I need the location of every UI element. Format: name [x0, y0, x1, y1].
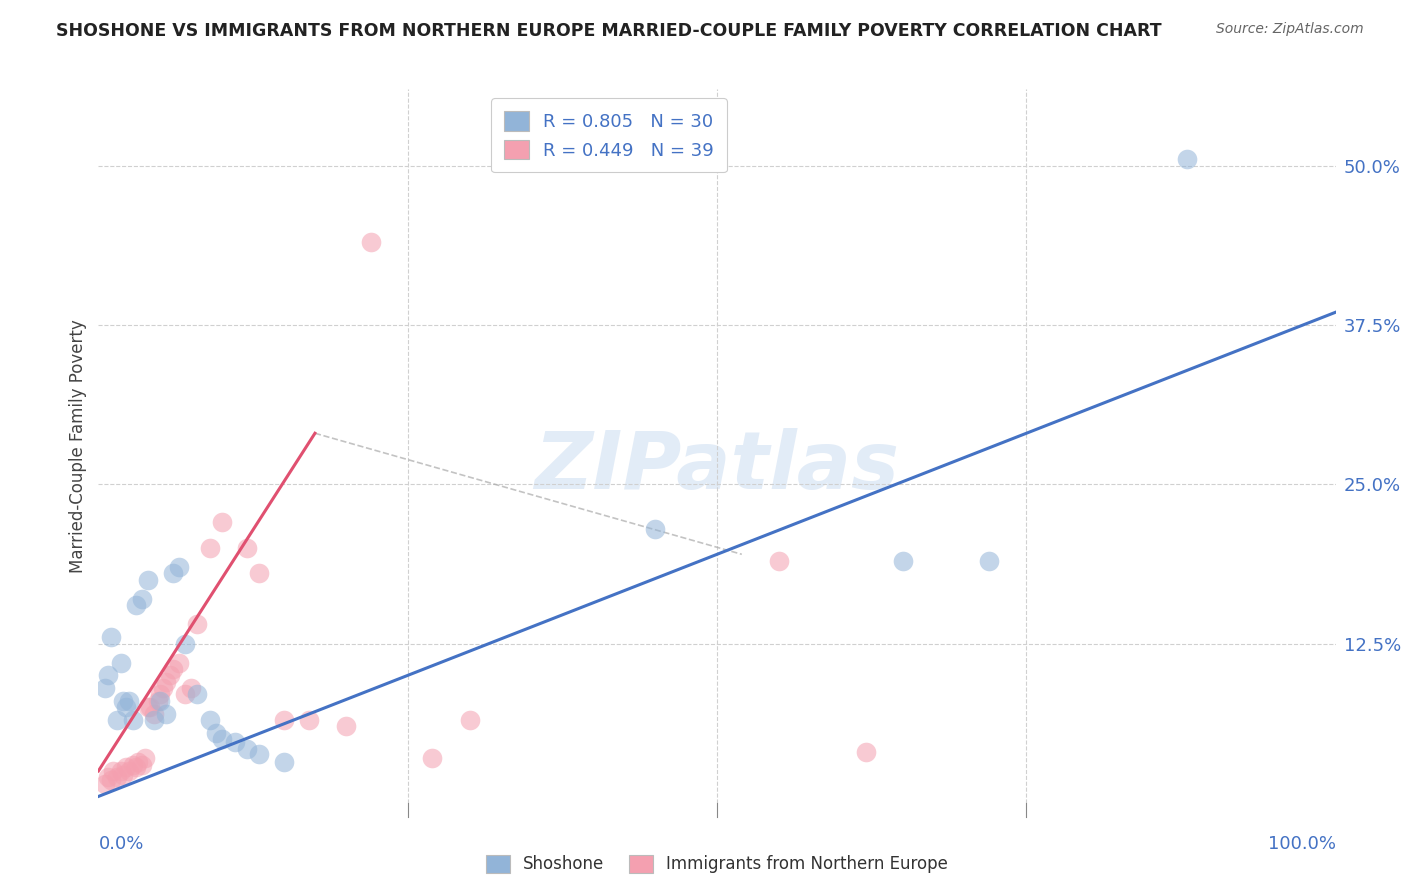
Point [211, 516, 233, 530]
Point [159, 668, 181, 682]
Point [97, 770, 120, 784]
Point [198, 541, 221, 555]
Point [134, 751, 156, 765]
Point [247, 566, 270, 581]
Point [110, 764, 132, 778]
Point [146, 694, 169, 708]
Point [100, 630, 122, 644]
Point [174, 636, 197, 650]
Point [644, 522, 666, 536]
Legend: Shoshone, Immigrants from Northern Europe: Shoshone, Immigrants from Northern Europ… [479, 848, 955, 880]
Point [118, 764, 141, 778]
Text: 0.0%: 0.0% [98, 835, 143, 853]
Point [186, 688, 208, 702]
Point [143, 713, 166, 727]
Point [118, 694, 141, 708]
Point [122, 713, 145, 727]
Point [152, 681, 174, 695]
Text: SHOSHONE VS IMMIGRANTS FROM NORTHERN EUROPE MARRIED-COUPLE FAMILY POVERTY CORREL: SHOSHONE VS IMMIGRANTS FROM NORTHERN EUR… [56, 22, 1161, 40]
Point [155, 674, 177, 689]
Point [105, 713, 128, 727]
Point [149, 688, 172, 702]
Point [198, 713, 221, 727]
Point [335, 719, 357, 733]
Point [124, 760, 146, 774]
Point [136, 573, 159, 587]
Point [186, 617, 208, 632]
Point [273, 755, 295, 769]
Point [114, 760, 136, 774]
Point [979, 554, 1001, 568]
Point [1175, 153, 1198, 167]
Point [162, 566, 184, 581]
Point [273, 713, 295, 727]
Point [174, 688, 197, 702]
Point [122, 757, 145, 772]
Point [112, 694, 135, 708]
Point [236, 742, 259, 756]
Point [136, 700, 159, 714]
Point [97, 668, 120, 682]
Point [103, 764, 125, 778]
Point [162, 662, 184, 676]
Point [143, 706, 166, 721]
Point [211, 732, 233, 747]
Point [114, 700, 136, 714]
Text: Source: ZipAtlas.com: Source: ZipAtlas.com [1216, 22, 1364, 37]
Point [298, 713, 321, 727]
Text: 100.0%: 100.0% [1268, 835, 1336, 853]
Point [155, 706, 177, 721]
Point [247, 747, 270, 762]
Point [180, 681, 202, 695]
Point [124, 599, 146, 613]
Point [131, 591, 153, 606]
Point [458, 713, 481, 727]
Y-axis label: Married-Couple Family Poverty: Married-Couple Family Poverty [69, 319, 87, 573]
Point [112, 768, 135, 782]
Point [236, 541, 259, 555]
Point [149, 694, 172, 708]
Point [100, 772, 122, 787]
Point [205, 725, 228, 739]
Point [139, 700, 162, 714]
Point [360, 235, 382, 249]
Point [768, 554, 790, 568]
Text: ZIPatlas: ZIPatlas [534, 428, 900, 507]
Point [127, 755, 149, 769]
Point [110, 656, 132, 670]
Point [105, 770, 128, 784]
Point [93, 681, 115, 695]
Point [131, 757, 153, 772]
Point [891, 554, 914, 568]
Point [167, 656, 190, 670]
Point [167, 560, 190, 574]
Point [224, 734, 246, 748]
Point [422, 751, 444, 765]
Point [855, 745, 877, 759]
Point [93, 777, 115, 791]
